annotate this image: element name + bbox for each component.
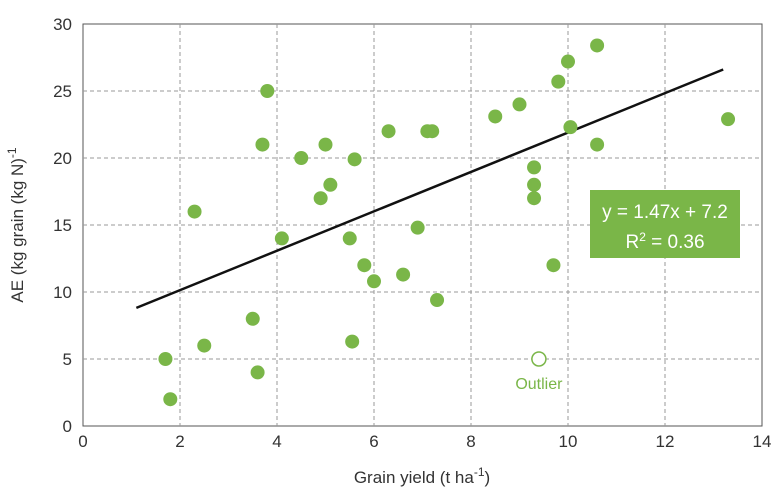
data-point	[410, 220, 425, 235]
y-tick-label: 10	[53, 283, 72, 302]
data-point	[250, 365, 265, 380]
data-points	[158, 38, 736, 407]
r-squared-text: R2 = 0.36	[625, 230, 704, 253]
data-point	[590, 38, 605, 53]
data-point	[197, 338, 212, 353]
y-tick-label: 0	[63, 417, 72, 436]
data-point	[260, 84, 275, 98]
data-point	[563, 120, 578, 135]
data-point	[527, 160, 542, 175]
x-axis-ticks: 0 2 4 6 8 10 12 14	[78, 432, 771, 451]
data-point	[255, 137, 270, 152]
data-point	[721, 112, 736, 127]
y-tick-label: 30	[53, 15, 72, 34]
data-point	[323, 177, 338, 192]
x-tick-label: 8	[466, 432, 475, 451]
data-point	[527, 177, 542, 192]
data-point	[527, 191, 542, 206]
data-point	[342, 231, 357, 246]
x-tick-label: 0	[78, 432, 87, 451]
trend-line	[135, 68, 724, 310]
y-tick-label: 5	[63, 350, 72, 369]
data-point	[187, 204, 202, 219]
data-point	[430, 293, 445, 308]
data-point	[158, 352, 173, 366]
y-axis-title: AE (kg grain (kg N)-1	[5, 147, 27, 303]
data-point	[357, 258, 372, 273]
data-point	[590, 137, 605, 152]
data-point	[245, 311, 260, 326]
outlier-point	[531, 351, 547, 367]
data-point	[488, 109, 503, 124]
x-tick-label: 10	[559, 432, 578, 451]
y-axis-ticks: 0 5 10 15 20 25 30	[53, 15, 72, 436]
y-tick-label: 15	[53, 216, 72, 235]
equation-box-bg	[590, 190, 740, 258]
data-point	[425, 124, 440, 139]
x-tick-label: 12	[656, 432, 675, 451]
x-tick-label: 2	[175, 432, 184, 451]
data-point	[274, 231, 289, 246]
data-point	[345, 334, 360, 349]
outlier-label: Outlier	[515, 376, 563, 393]
data-point	[551, 74, 566, 89]
equation-box: y = 1.47x + 7.2 R2 = 0.36	[590, 190, 740, 258]
grid-lines	[83, 24, 762, 426]
data-point	[313, 191, 328, 206]
x-tick-label: 4	[272, 432, 281, 451]
data-point	[396, 267, 411, 282]
data-point	[163, 392, 178, 407]
y-tick-label: 25	[53, 82, 72, 101]
data-point	[367, 274, 381, 289]
data-point	[294, 151, 309, 165]
data-point	[546, 258, 561, 273]
data-point	[512, 97, 527, 112]
x-tick-label: 14	[753, 432, 772, 451]
x-axis-title: Grain yield (t ha-1)	[354, 465, 490, 487]
data-point	[347, 152, 362, 167]
data-point	[318, 137, 333, 152]
equation-text: y = 1.47x + 7.2	[602, 202, 728, 223]
y-tick-label: 20	[53, 149, 72, 168]
data-point	[561, 54, 575, 69]
x-tick-label: 6	[369, 432, 378, 451]
data-point	[381, 124, 396, 139]
